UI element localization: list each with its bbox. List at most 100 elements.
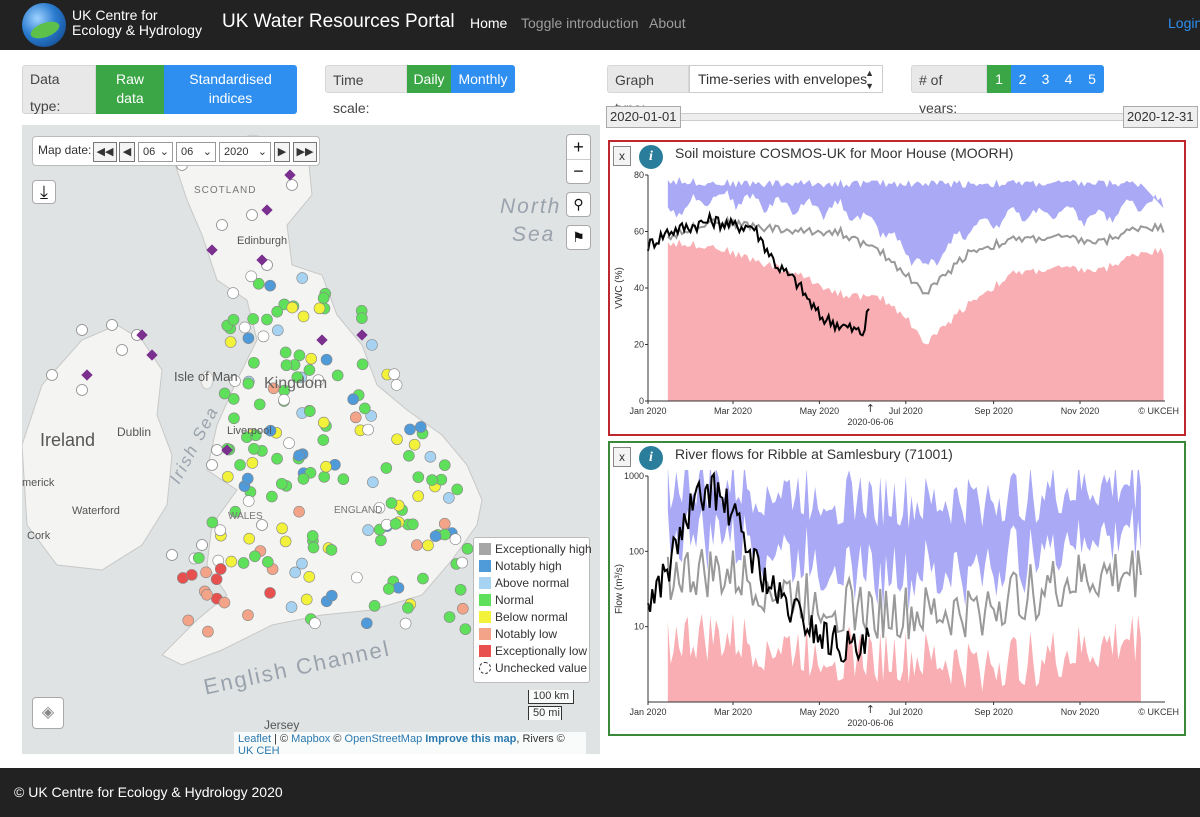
station-marker[interactable] bbox=[228, 412, 240, 425]
station-marker[interactable] bbox=[312, 374, 325, 386]
download-button[interactable]: ⤓ bbox=[32, 180, 56, 204]
station-marker[interactable] bbox=[241, 472, 254, 485]
station-marker[interactable] bbox=[210, 573, 223, 586]
station-marker[interactable] bbox=[438, 517, 451, 530]
station-marker[interactable] bbox=[261, 313, 273, 326]
station-marker[interactable] bbox=[383, 583, 395, 595]
station-marker[interactable] bbox=[271, 452, 283, 465]
station-marker[interactable] bbox=[225, 555, 238, 568]
month-select[interactable]: 06 ⌄ bbox=[176, 142, 216, 162]
station-marker[interactable] bbox=[271, 305, 283, 318]
station-marker[interactable] bbox=[349, 411, 362, 424]
station-marker[interactable] bbox=[403, 450, 415, 462]
station-marker[interactable] bbox=[331, 369, 344, 382]
station-marker[interactable] bbox=[279, 346, 292, 359]
station-marker[interactable] bbox=[449, 533, 462, 545]
station-marker[interactable] bbox=[415, 421, 427, 433]
station-marker[interactable] bbox=[272, 324, 284, 337]
station-marker[interactable] bbox=[192, 552, 205, 564]
station-marker[interactable] bbox=[242, 332, 255, 344]
station-marker[interactable] bbox=[412, 490, 424, 502]
station-marker[interactable] bbox=[373, 502, 386, 514]
back-fast-button[interactable]: ◀◀ bbox=[93, 142, 117, 162]
station-marker[interactable] bbox=[291, 371, 304, 383]
station-marker[interactable] bbox=[316, 334, 328, 346]
station-marker[interactable] bbox=[317, 434, 330, 446]
station-marker[interactable] bbox=[389, 518, 402, 530]
station-marker[interactable] bbox=[46, 369, 58, 381]
station-marker[interactable] bbox=[250, 429, 262, 442]
station-marker[interactable] bbox=[320, 460, 332, 473]
station-marker[interactable] bbox=[218, 387, 231, 400]
station-marker[interactable] bbox=[276, 522, 288, 535]
station-marker[interactable] bbox=[399, 617, 412, 630]
station-marker[interactable] bbox=[248, 443, 260, 455]
station-marker[interactable] bbox=[286, 179, 298, 191]
station-marker[interactable] bbox=[229, 505, 242, 518]
station-marker[interactable] bbox=[249, 550, 261, 563]
station-marker[interactable] bbox=[200, 566, 212, 579]
station-marker[interactable] bbox=[408, 438, 421, 451]
station-marker[interactable] bbox=[404, 423, 416, 436]
station-marker[interactable] bbox=[227, 287, 239, 299]
back-button[interactable]: ◀ bbox=[119, 142, 135, 162]
station-marker[interactable] bbox=[412, 471, 425, 483]
station-marker[interactable] bbox=[267, 382, 280, 395]
station-marker[interactable] bbox=[366, 339, 378, 351]
year-select[interactable]: 2020 ⌄ bbox=[219, 142, 271, 162]
station-marker[interactable] bbox=[214, 524, 227, 537]
station-marker[interactable] bbox=[303, 364, 316, 376]
years-2-button[interactable]: 2 bbox=[1011, 65, 1034, 93]
zoom-in-button[interactable]: + bbox=[567, 135, 590, 160]
station-marker[interactable] bbox=[202, 625, 214, 638]
station-marker[interactable] bbox=[264, 279, 276, 292]
station-marker[interactable] bbox=[211, 444, 223, 456]
date-range-slider[interactable] bbox=[675, 113, 1127, 121]
station-marker[interactable] bbox=[289, 566, 301, 579]
years-5-button[interactable]: 5 bbox=[1080, 65, 1104, 93]
station-marker[interactable] bbox=[424, 451, 437, 463]
years-4-button[interactable]: 4 bbox=[1057, 65, 1080, 93]
station-marker[interactable] bbox=[380, 462, 393, 474]
station-marker[interactable] bbox=[278, 394, 290, 406]
station-marker[interactable] bbox=[221, 444, 233, 456]
monthly-button[interactable]: Monthly bbox=[451, 65, 515, 93]
station-marker[interactable] bbox=[388, 368, 400, 380]
nav-toggle-introduction[interactable]: Toggle introduction bbox=[521, 15, 639, 31]
station-marker[interactable] bbox=[337, 473, 350, 485]
station-marker[interactable] bbox=[245, 270, 258, 283]
station-marker[interactable] bbox=[264, 424, 277, 437]
day-select[interactable]: 06 ⌄ bbox=[138, 142, 173, 162]
station-marker[interactable] bbox=[218, 596, 231, 609]
station-marker[interactable] bbox=[391, 433, 403, 446]
station-marker[interactable] bbox=[227, 393, 240, 405]
station-marker[interactable] bbox=[246, 209, 258, 221]
station-marker[interactable] bbox=[325, 544, 338, 556]
station-marker[interactable] bbox=[422, 539, 434, 552]
station-marker[interactable] bbox=[106, 319, 118, 331]
station-marker[interactable] bbox=[318, 471, 331, 483]
station-marker[interactable] bbox=[306, 530, 319, 542]
station-marker[interactable] bbox=[307, 541, 320, 554]
station-marker[interactable] bbox=[293, 349, 306, 362]
station-marker[interactable] bbox=[214, 563, 227, 575]
station-marker[interactable] bbox=[360, 617, 373, 630]
info-icon[interactable]: i bbox=[639, 145, 663, 169]
station-marker[interactable] bbox=[206, 516, 219, 529]
station-marker[interactable] bbox=[116, 344, 128, 356]
station-marker[interactable] bbox=[264, 587, 276, 599]
station-marker[interactable] bbox=[356, 312, 368, 324]
station-marker[interactable] bbox=[234, 459, 246, 471]
slider-start-handle[interactable]: 2020-01-01 bbox=[606, 106, 681, 128]
daily-button[interactable]: Daily bbox=[407, 65, 451, 93]
station-marker[interactable] bbox=[279, 535, 292, 548]
station-marker[interactable] bbox=[237, 557, 250, 569]
portal-title[interactable]: UK Water Resources Portal bbox=[222, 11, 455, 32]
station-marker[interactable] bbox=[390, 379, 403, 391]
station-marker[interactable] bbox=[359, 402, 371, 415]
station-marker[interactable] bbox=[296, 272, 309, 284]
station-marker[interactable] bbox=[459, 623, 472, 635]
map[interactable]: North Sea SCOTLAND Edinburgh Isle of Man… bbox=[22, 125, 600, 754]
station-marker[interactable] bbox=[286, 301, 299, 314]
station-marker[interactable] bbox=[196, 539, 208, 551]
